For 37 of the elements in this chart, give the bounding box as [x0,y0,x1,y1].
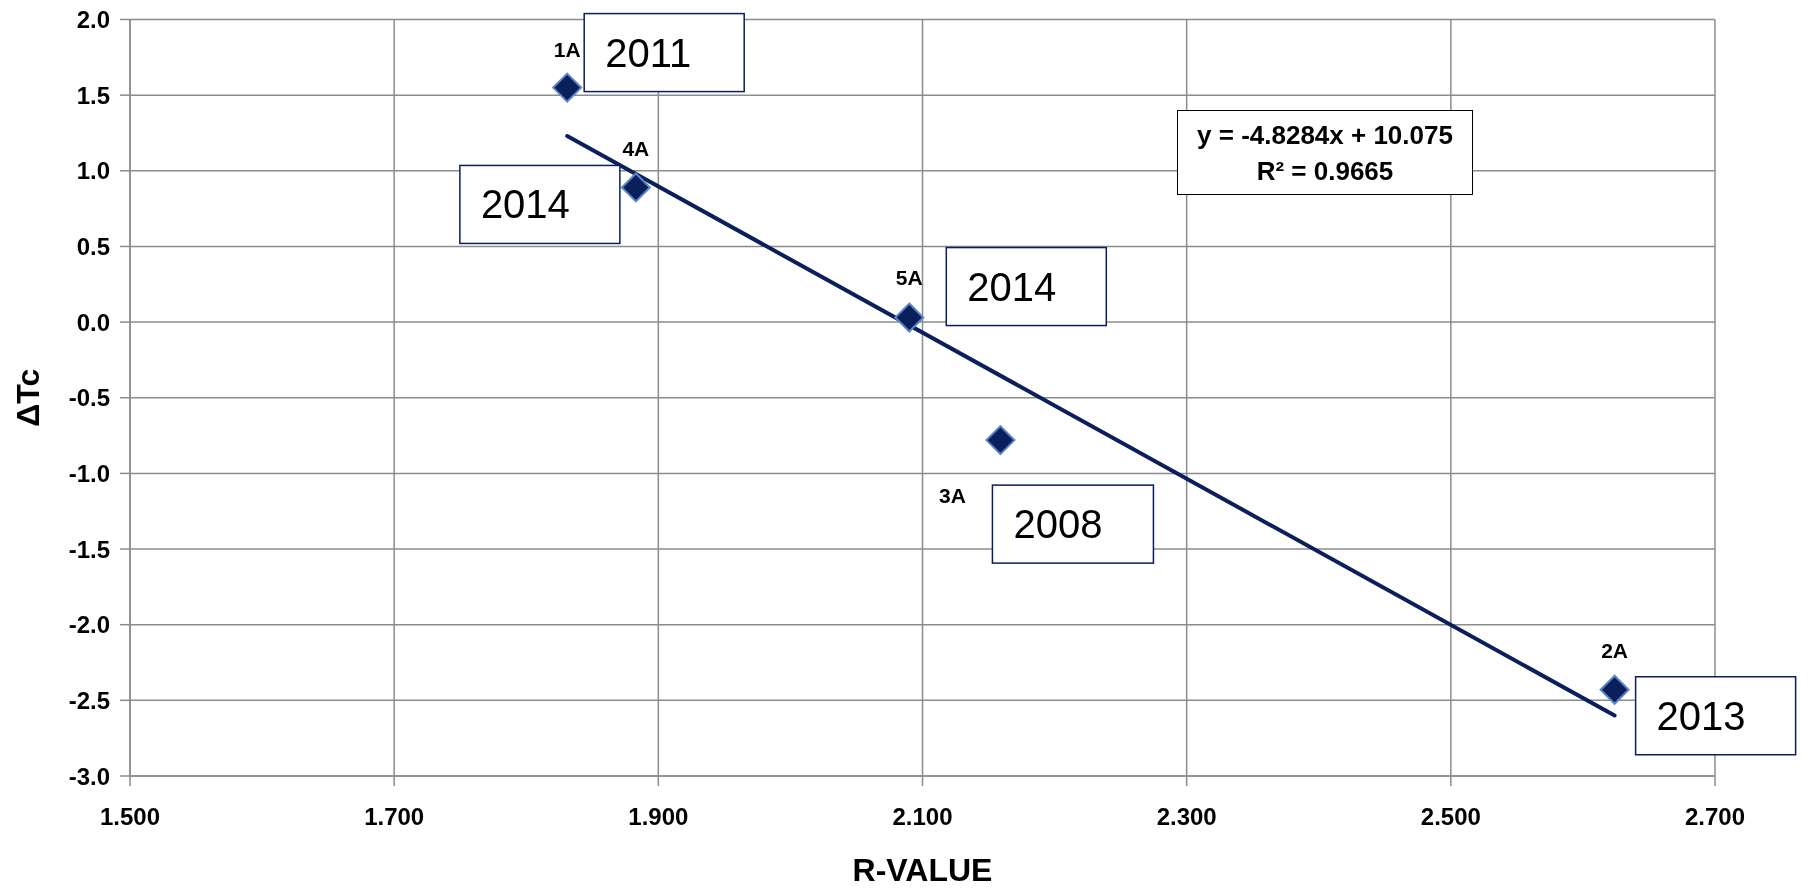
annotation: 2014 [967,264,1057,309]
annotation: 1A [553,38,581,62]
y-tick-label: 0.5 [76,232,110,260]
x-tick-label: 1.700 [364,803,425,831]
annotation: 2013 [1656,693,1746,738]
y-tick-label: -1.0 [68,459,110,487]
annotation: 4A [622,136,650,160]
x-tick-label: 2.500 [1420,803,1481,831]
x-tick-label: 2.100 [892,803,953,831]
x-axis-title: R-VALUE [852,852,993,888]
y-tick-label: 1.0 [76,157,110,185]
x-tick-label: 2.300 [1156,803,1217,831]
annotation: 5A [895,266,923,290]
y-tick-label: -3.0 [68,762,110,790]
y-tick-label: 0.0 [76,308,110,336]
y-tick-label: -0.5 [68,384,110,412]
x-tick-label: 1.900 [628,803,689,831]
point [620,172,651,203]
x-tick-label: 1.500 [99,803,161,831]
annotation: y = -4.8284x + 10.075 [1197,118,1453,152]
y-axis-title: ΔTc [9,368,46,427]
point [985,425,1016,456]
annotation: 2014 [480,182,570,227]
y-tick-label: -1.5 [68,535,110,563]
annotation: 2011 [605,30,692,75]
annotation: 2008 [1013,502,1103,547]
annotation: R² = 0.9665 [1256,154,1394,188]
point [552,72,583,103]
annotation: 3A [939,483,966,507]
point [1599,674,1630,705]
x-tick-label: 2.700 [1684,803,1746,831]
y-tick-label: -2.5 [68,686,110,714]
y-tick-label: -2.0 [68,611,110,639]
y-tick-label: 1.5 [76,81,110,109]
point [894,302,925,333]
annotation: 2A [1601,639,1629,663]
y-tick-label: 2.0 [76,6,110,34]
